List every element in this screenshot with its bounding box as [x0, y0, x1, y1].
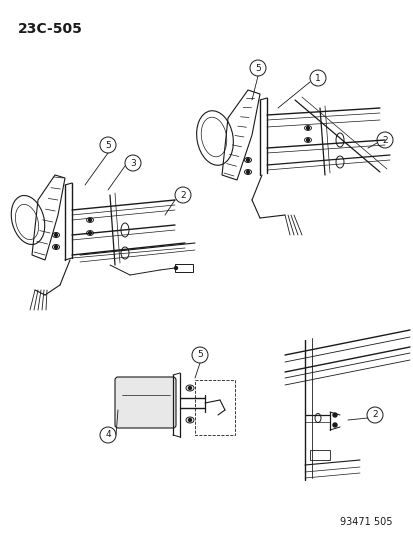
Circle shape — [246, 158, 249, 161]
Circle shape — [332, 423, 336, 427]
Text: 1: 1 — [314, 74, 320, 83]
Circle shape — [55, 246, 57, 248]
Polygon shape — [221, 90, 259, 180]
Circle shape — [332, 413, 336, 417]
FancyBboxPatch shape — [115, 377, 176, 428]
FancyBboxPatch shape — [309, 450, 329, 460]
Circle shape — [188, 418, 191, 422]
Circle shape — [174, 266, 177, 270]
Text: 2: 2 — [381, 135, 387, 144]
Text: 5: 5 — [197, 351, 202, 359]
Text: 3: 3 — [130, 158, 135, 167]
Circle shape — [306, 139, 309, 141]
Text: 93471 505: 93471 505 — [339, 517, 392, 527]
Text: 5: 5 — [254, 63, 260, 72]
Text: 5: 5 — [105, 141, 111, 149]
Circle shape — [306, 126, 309, 130]
Circle shape — [188, 386, 191, 390]
Circle shape — [246, 171, 249, 174]
Text: 2: 2 — [180, 190, 185, 199]
Text: 2: 2 — [371, 410, 377, 419]
Text: 23C-505: 23C-505 — [18, 22, 83, 36]
Circle shape — [88, 219, 91, 222]
Polygon shape — [32, 175, 65, 260]
FancyBboxPatch shape — [175, 264, 192, 272]
Text: 4: 4 — [105, 431, 111, 440]
Circle shape — [88, 231, 91, 235]
Circle shape — [55, 233, 57, 237]
